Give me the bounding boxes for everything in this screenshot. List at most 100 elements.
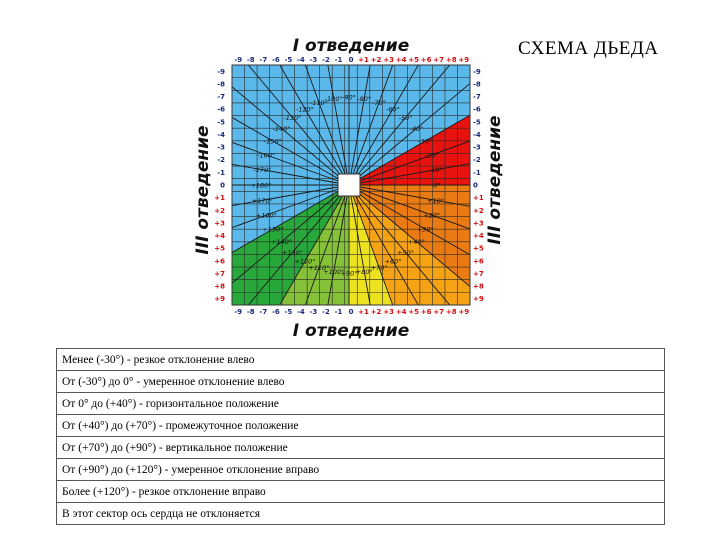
angle-label: -90°: [342, 94, 356, 102]
angle-label: -120°: [296, 105, 314, 113]
scale-label-top: -3: [310, 56, 318, 64]
scale-label-right: +8: [473, 283, 484, 291]
angle-ray: [348, 184, 470, 230]
angle-ray: [348, 82, 470, 186]
angle-label: -50°: [399, 114, 413, 122]
scale-label-right: +1: [473, 194, 484, 202]
angle-label: +10°: [427, 197, 444, 205]
scale-label-top: -1: [335, 56, 343, 64]
angle-label: +90°: [341, 270, 358, 278]
scale-label-top: +5: [408, 56, 419, 64]
scale-label-bottom: +1: [358, 308, 369, 316]
angle-label: +140°: [271, 238, 292, 246]
angle-label: +50°: [397, 249, 414, 257]
scale-label-left: +4: [214, 232, 225, 240]
angle-label: +150°: [262, 226, 283, 234]
scale-label-right: -7: [473, 93, 481, 101]
scale-label-right: -8: [473, 80, 481, 88]
angle-label: -40°: [409, 125, 423, 133]
scale-label-left: -8: [217, 80, 225, 88]
scale-label-right: -1: [473, 169, 481, 177]
angle-label: -150°: [264, 138, 282, 146]
angle-label: -160°: [257, 151, 275, 159]
angle-ray: [232, 184, 350, 229]
angle-ray: [348, 65, 419, 186]
angle-ray: [348, 184, 394, 305]
scale-labels: -9 -9 -9 -9 -8 -8 -8 -8 -7 -7 -7 -7 -6 -6 -6 -6 -5 -5 -5 -5…: [214, 56, 484, 316]
angle-label: -30°: [418, 138, 432, 146]
angle-label: -80°: [357, 95, 371, 103]
scale-label-top: +1: [358, 56, 369, 64]
scale-label-left: -6: [217, 106, 225, 114]
legend-row: Менее (-30°) - резкое отклонение влево: [56, 348, 665, 371]
angle-label: +110°: [308, 264, 329, 272]
scale-label-bottom: +5: [408, 308, 419, 316]
angle-label: +40°: [408, 238, 425, 246]
scale-label-top: +3: [383, 56, 394, 64]
scale-label-bottom: -3: [310, 308, 318, 316]
scale-label-top: +2: [371, 56, 382, 64]
angle-label: +100°: [323, 268, 344, 276]
scale-label-right: -9: [473, 68, 481, 76]
scale-label-right: -3: [473, 144, 481, 152]
angle-ray: [304, 65, 350, 186]
center-square: [337, 173, 361, 197]
scale-label-top: -6: [272, 56, 280, 64]
angle-label: +180°: [250, 182, 271, 190]
scale-label-right: +5: [473, 245, 484, 253]
scale-label-bottom: +9: [458, 308, 469, 316]
scale-label-left: -4: [217, 131, 225, 139]
scale-label-left: +1: [214, 194, 225, 202]
angle-label: -110°: [310, 99, 328, 107]
sector-strong-left-deviation: [232, 65, 470, 185]
angle-ray: [348, 184, 451, 305]
scale-label-top: +7: [433, 56, 444, 64]
scale-label-top: -4: [297, 56, 305, 64]
scale-label-right: +7: [473, 270, 484, 278]
angle-ray: [327, 65, 350, 186]
scale-label-top: +6: [421, 56, 432, 64]
sector-intermediate-position: [349, 185, 470, 305]
angle-ray: [279, 65, 350, 186]
scale-label-bottom: 0: [349, 308, 354, 316]
angle-label: 0°: [433, 182, 440, 190]
scale-label-right: +4: [473, 232, 484, 240]
scale-label-bottom: -2: [322, 308, 330, 316]
axis-top-label: I отведение: [293, 36, 410, 56]
legend-row: Более (+120°) - резкое отклонение вправо: [56, 480, 665, 503]
scale-label-top: 0: [349, 56, 354, 64]
scale-label-bottom: -6: [272, 308, 280, 316]
scale-label-bottom: +7: [433, 308, 444, 316]
legend-row: В этот сектор ось сердца не отклоняется: [56, 502, 665, 525]
scale-label-left: +2: [214, 207, 225, 215]
ray-layer: [232, 65, 470, 305]
scale-label-right: +2: [473, 207, 484, 215]
angle-label: -60°: [386, 105, 400, 113]
scale-label-bottom: +4: [396, 308, 407, 316]
scale-label-top: -8: [247, 56, 255, 64]
scale-label-left: +8: [214, 283, 225, 291]
angle-ray: [348, 163, 470, 186]
angle-label: +70°: [371, 264, 388, 272]
scale-label-bottom: -7: [259, 308, 267, 316]
legend-row-text: От 0° до (+40°) - горизонтальное положен…: [56, 392, 665, 415]
scale-label-bottom: +8: [446, 308, 457, 316]
angle-ray: [348, 140, 470, 186]
angle-label: +130°: [282, 249, 303, 257]
angle-ray: [279, 184, 350, 305]
scale-label-left: +3: [214, 219, 225, 227]
angle-label: -130°: [283, 114, 301, 122]
scale-label-bottom: -1: [335, 308, 343, 316]
legend-row: От 0° до (+40°) - горизонтальное положен…: [56, 392, 665, 415]
scale-label-left: -5: [217, 118, 225, 126]
angle-ray: [247, 65, 350, 186]
legend-row-text: В этот сектор ось сердца не отклоняется: [56, 502, 665, 525]
legend-row: От (-30°) до 0° - умеренное отклонение в…: [56, 370, 665, 393]
angle-ray: [348, 114, 470, 186]
angle-ray: [232, 116, 350, 186]
scale-label-left: +5: [214, 245, 225, 253]
angle-ray: [348, 184, 470, 207]
scale-label-left: -1: [217, 169, 225, 177]
axis-bottom-label: I отведение: [293, 321, 410, 341]
legend-row: От (+40°) до (+70°) - промежуточное поло…: [56, 414, 665, 437]
